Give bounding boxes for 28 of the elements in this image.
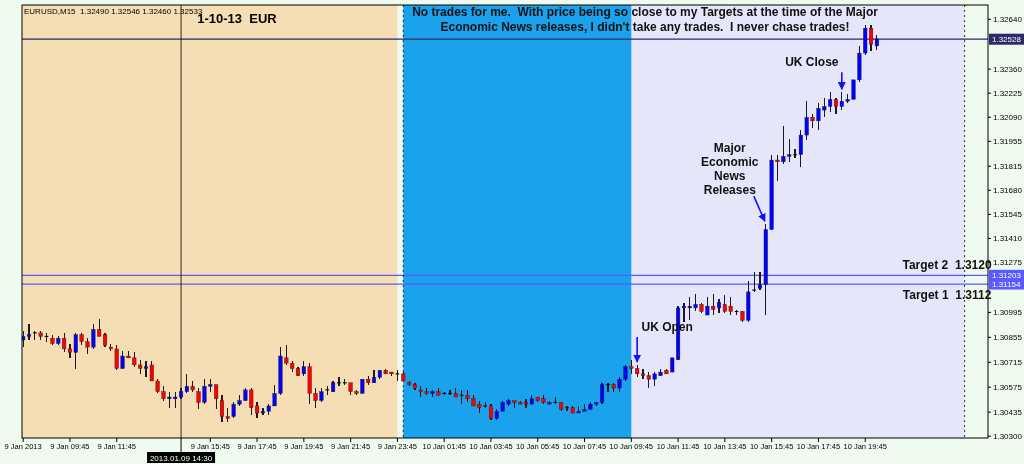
ref-line-label: 2013.01.09 14:30: [149, 453, 213, 463]
candlestick: [27, 323, 32, 341]
ref-line-label: 1.32528: [992, 35, 1022, 45]
y-tick-label: 1.31815: [993, 162, 1023, 172]
y-tick-label: 1.32640: [993, 15, 1023, 25]
candlestick: [751, 271, 757, 293]
y-tick-label: 1.30575: [993, 383, 1023, 393]
y-tick-label: 1.31275: [993, 258, 1023, 268]
y-tick-label: 1.32360: [993, 65, 1023, 75]
annotation: No trades for me. With price being so close to my Targets at the time of the Major Economic News releases, I didn't take any trades. I never chase trades!: [412, 5, 879, 34]
annotation: Major Economic News Releases: [701, 141, 759, 198]
y-tick-label: 1.31410: [993, 234, 1023, 244]
y-tick-label: 1.30435: [993, 408, 1023, 418]
y-tick-label: 1.30300: [993, 432, 1023, 442]
y-tick-label: 1.31680: [993, 186, 1023, 196]
candlestick: [453, 387, 458, 398]
annotation: UK Close: [785, 55, 839, 70]
annotation: Target 2 1.3120: [902, 258, 992, 273]
annotation: Target 1 1.3112: [902, 288, 992, 303]
y-tick-label: 1.30995: [993, 308, 1023, 318]
ref-line-label: 1.31154: [992, 280, 1021, 290]
y-tick-label: 1.30855: [993, 333, 1023, 343]
y-tick-label: 1.31955: [993, 137, 1023, 147]
y-tick-label: 1.32090: [993, 113, 1023, 123]
y-tick-label: 1.32225: [993, 89, 1023, 99]
ref-line-label: 1.31203: [992, 271, 1022, 281]
y-tick-label: 1.30715: [993, 358, 1023, 368]
y-tick-label: 1.31545: [993, 210, 1023, 220]
